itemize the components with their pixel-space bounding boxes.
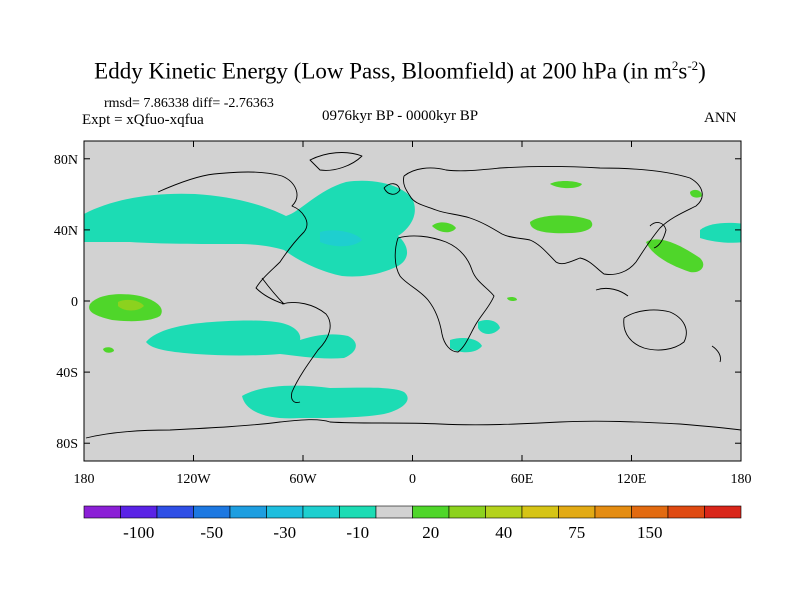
north-atlantic-pacific-band: [84, 180, 415, 277]
colorbar: -100 -50 -30 -10 20 40 75 150: [83, 505, 742, 542]
kamchatka-anomaly: [690, 189, 702, 198]
lat-tick-label: 80S: [56, 437, 78, 452]
colorbar-swatch: [193, 505, 231, 519]
colorbar-swatch: [667, 505, 705, 519]
colorbar-label: -10: [346, 523, 369, 542]
colorbar-swatch: [266, 505, 304, 519]
lon-tick-label: 0: [409, 472, 416, 487]
negative-anomaly-cores: [320, 230, 362, 247]
colorbar-label: 20: [422, 523, 439, 542]
colorbar-label: -30: [273, 523, 296, 542]
colorbar-label: 40: [495, 523, 512, 542]
new-zealand-coast: [711, 345, 721, 363]
central-asia-anomaly: [530, 215, 593, 234]
northwest-pacific-anomaly: [646, 239, 704, 273]
lat-tick-label: 40N: [54, 224, 78, 239]
south-america-coast: [281, 302, 331, 403]
madagascar-patch: [478, 320, 500, 334]
lon-tick-label: 120E: [617, 472, 647, 487]
british-isles-coast: [383, 183, 401, 195]
colorbar-label: -100: [123, 523, 154, 542]
period-label: 0976kyr BP - 0000kyr BP: [322, 108, 479, 124]
stats-label: rmsd= 7.86338 diff= -2.76363: [104, 96, 274, 111]
mediterranean-anomaly: [432, 222, 456, 233]
longitude-axis: 180 120W 60W 0 60E 120E 180: [74, 141, 752, 487]
colorbar-swatch: [83, 505, 121, 519]
australia-coast: [623, 309, 687, 351]
antarctica-coast: [85, 419, 741, 439]
colorbar-swatch: [120, 505, 158, 519]
siberia-anomaly: [550, 181, 582, 189]
eastern-pacific-core: [118, 299, 144, 311]
colorbar-swatch: [412, 505, 450, 519]
map-background: [84, 141, 741, 461]
lon-tick-label: 60E: [511, 472, 534, 487]
eurasia-coast: [403, 166, 703, 275]
greenland-coast: [309, 152, 363, 171]
negative-anomaly-regions: [84, 180, 741, 419]
season-label: ANN: [704, 110, 737, 126]
colorbar-swatch: [631, 505, 669, 519]
latitude-axis: 80N 40N 0 40S 80S: [54, 153, 741, 452]
lon-tick-label: 180: [731, 472, 752, 487]
colorbar-label: -50: [200, 523, 223, 542]
lon-tick-label: 180: [74, 472, 95, 487]
coastlines: [85, 152, 741, 439]
colorbar-swatch: [229, 505, 267, 519]
colorbar-swatch: [375, 505, 413, 519]
north-pacific-east-band: [700, 222, 741, 243]
colorbar-swatch: [339, 505, 377, 519]
lat-tick-label: 40S: [56, 366, 78, 381]
colorbar-swatch: [704, 505, 742, 519]
colorbar-label: 75: [568, 523, 585, 542]
colorbar-swatch: [485, 505, 523, 519]
indian-ocean-spot: [507, 296, 517, 302]
colorbar-swatch: [302, 505, 340, 519]
southern-ocean-band: [242, 385, 408, 419]
south-indian-patch: [450, 338, 482, 353]
colorbar-label: 150: [637, 523, 663, 542]
japan-coast: [649, 222, 667, 249]
colorbar-swatch: [558, 505, 596, 519]
lat-tick-label: 0: [71, 295, 78, 310]
positive-anomaly-cores: [118, 299, 144, 311]
colorbar-swatch: [448, 505, 486, 519]
south-pacific-spot: [103, 347, 114, 353]
lon-tick-label: 60W: [289, 472, 317, 487]
experiment-label: Expt = xQfuo-xqfua: [82, 112, 204, 128]
colorbar-swatch: [156, 505, 194, 519]
lon-tick-label: 120W: [176, 472, 211, 487]
atlantic-core: [320, 230, 362, 247]
colorbar-swatch: [594, 505, 632, 519]
south-pacific-band: [146, 320, 356, 359]
africa-coast: [394, 235, 495, 353]
lat-tick-label: 80N: [54, 153, 78, 168]
indonesia-coast: [595, 287, 629, 297]
anomaly-fields: [84, 152, 741, 439]
north-america-coast: [157, 171, 308, 305]
colorbar-swatch: [521, 505, 559, 519]
map-title: Eddy Kinetic Energy (Low Pass, Bloomfiel…: [94, 58, 706, 84]
